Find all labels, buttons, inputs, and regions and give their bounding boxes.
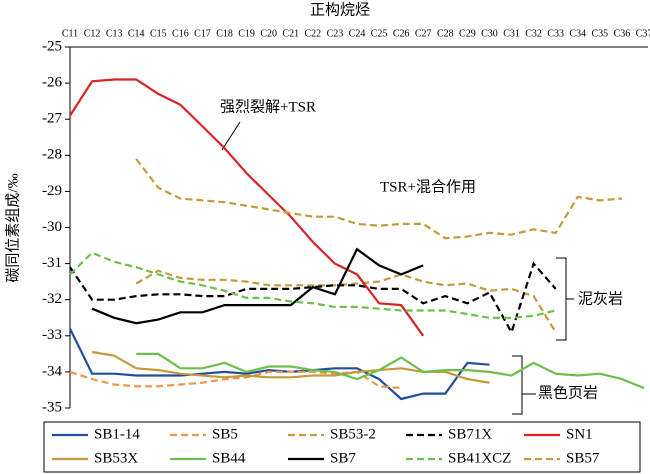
- y-tick-label: -26: [42, 75, 62, 91]
- x-tick-label: C29: [459, 28, 476, 39]
- x-tick-label: C34: [569, 28, 586, 39]
- annotation: 泥灰岩: [578, 290, 623, 307]
- legend-label: SB44: [212, 450, 246, 466]
- y-tick-label: -29: [42, 183, 62, 199]
- chart-title: 正构烷烃: [310, 1, 370, 18]
- x-tick-label: C36: [614, 28, 631, 39]
- series-line: [135, 269, 557, 333]
- legend-label: SB57: [566, 450, 600, 466]
- x-tick-label: C28: [437, 28, 454, 39]
- y-tick-label: -34: [42, 363, 62, 379]
- y-tick-label: -27: [42, 111, 62, 127]
- x-tick-label: C17: [194, 28, 211, 39]
- x-tick-label: C13: [106, 28, 123, 39]
- x-tick-label: C20: [260, 28, 277, 39]
- legend-label: SB41XCZ: [448, 450, 511, 466]
- y-tick-label: -25: [42, 38, 62, 54]
- x-tick-label: C12: [84, 28, 101, 39]
- y-tick-label: -28: [42, 147, 62, 163]
- y-tick-label: -33: [42, 327, 62, 343]
- x-tick-label: C27: [415, 28, 432, 39]
- x-tick-label: C16: [172, 28, 189, 39]
- series-line: [69, 328, 490, 401]
- x-tick-label: C22: [305, 28, 322, 39]
- series-line: [69, 261, 557, 335]
- x-tick-label: C37: [636, 28, 650, 39]
- annotation: 强烈裂解+TSR: [220, 98, 316, 115]
- series-line: [69, 251, 556, 319]
- legend-box: [43, 421, 641, 473]
- x-tick-label: C31: [503, 28, 520, 39]
- x-tick-label: C21: [282, 28, 299, 39]
- annotation-pointer: [221, 121, 241, 151]
- legend-label: SB71X: [448, 426, 492, 442]
- legend-label: SB53X: [94, 450, 138, 466]
- legend-label: SN1: [566, 426, 593, 442]
- x-tick-label: C25: [371, 28, 388, 39]
- series-line: [135, 158, 622, 240]
- x-tick-label: C15: [150, 28, 167, 39]
- x-tick-label: C26: [393, 28, 410, 39]
- series-line: [69, 78, 425, 337]
- bracket: [512, 355, 536, 415]
- y-tick-label: -30: [42, 219, 62, 235]
- x-tick-label: C23: [327, 28, 344, 39]
- legend-label: SB7: [330, 450, 356, 466]
- x-tick-label: C14: [128, 28, 145, 39]
- x-tick-label: C18: [216, 28, 233, 39]
- annotation: 黑色页岩: [538, 384, 598, 401]
- x-tick-label: C35: [592, 28, 609, 39]
- bracket: [556, 257, 574, 341]
- x-tick-label: C32: [525, 28, 542, 39]
- x-tick-label: C11: [62, 28, 78, 39]
- series-line: [136, 352, 645, 390]
- y-tick-label: -35: [42, 399, 62, 415]
- y-tick-label: -32: [42, 291, 62, 307]
- legend-label: SB5: [212, 426, 238, 442]
- y-tick-label: -31: [42, 255, 62, 271]
- series-line: [91, 247, 424, 325]
- x-tick-label: C19: [238, 28, 255, 39]
- legend-label: SB53-2: [330, 426, 376, 442]
- legend-label: SB1-14: [94, 426, 140, 442]
- y-axis-label: 碳同位素组成/‰: [4, 173, 21, 282]
- annotation: TSR+混合作用: [380, 178, 476, 195]
- x-tick-label: C24: [349, 28, 366, 39]
- x-tick-label: C33: [547, 28, 564, 39]
- x-tick-label: C30: [481, 28, 498, 39]
